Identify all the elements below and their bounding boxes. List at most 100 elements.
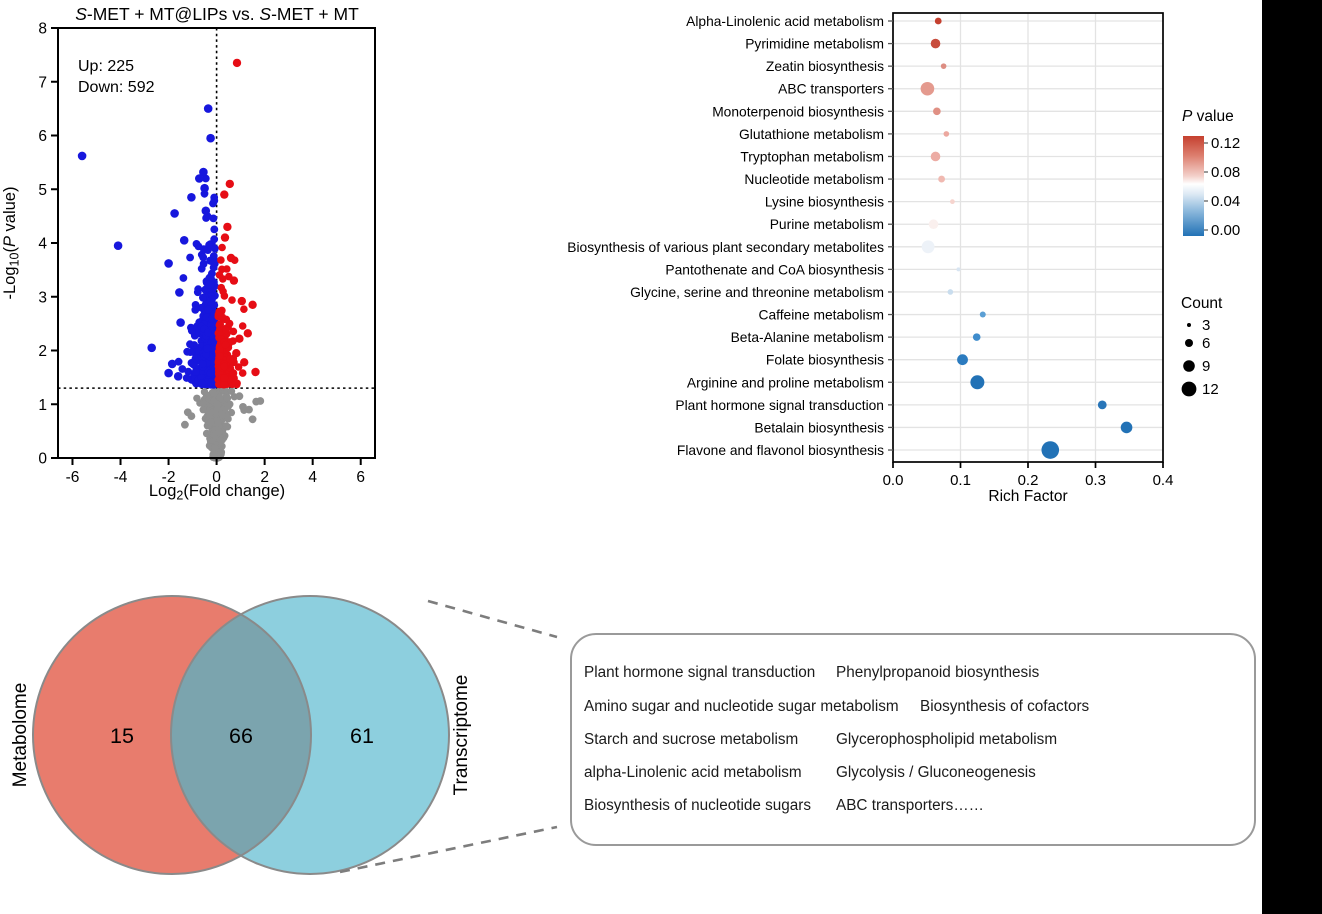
pathway-bubble <box>933 107 941 116</box>
down-point <box>198 360 207 368</box>
up-point <box>221 340 230 349</box>
down-point <box>205 273 214 282</box>
up-point <box>220 374 229 382</box>
up-point <box>215 271 224 279</box>
pvalue-colorbar <box>1183 136 1204 236</box>
pathway-bubble <box>1041 441 1060 459</box>
bubble-x-tick-label: 0.2 <box>1018 472 1039 489</box>
up-point <box>222 326 230 335</box>
down-point <box>179 236 189 245</box>
down-point <box>203 344 212 353</box>
volcano-x-axis-label: Log2(Fold change) <box>149 482 285 503</box>
x-tick-label: -6 <box>66 469 80 486</box>
up-point <box>226 355 234 364</box>
up-point <box>251 367 260 377</box>
bubble-x-axis-label: Rich Factor <box>988 488 1067 505</box>
x-tick-label: 6 <box>356 469 365 486</box>
bubble-plot: Alpha-Linolenic acid metabolism Pyrimidin… <box>567 12 1240 505</box>
count-legend-dot <box>1183 360 1195 372</box>
up-point <box>229 276 239 285</box>
ns-point <box>187 412 196 420</box>
down-point <box>199 293 207 302</box>
pathway-item: Biosynthesis of cofactors <box>920 698 1090 715</box>
y-tick-label: 0 <box>38 451 47 468</box>
down-point <box>179 274 188 282</box>
up-point <box>237 296 246 306</box>
black-sidebar <box>1262 0 1322 914</box>
x-tick-label: 0 <box>212 469 221 486</box>
down-point <box>209 258 218 267</box>
up-point <box>219 287 227 296</box>
pvalue-legend-title: P value <box>1182 108 1234 125</box>
down-point <box>173 372 183 381</box>
bubble-x-tick-label: 0.4 <box>1153 472 1174 489</box>
up-point <box>218 243 226 252</box>
connector-dashed-line-top <box>427 599 558 639</box>
pathway-bubble <box>950 199 955 205</box>
volcano-plot: S-MET + MT@LIPs vs. S-MET + MT 0 1 2 3 4 5 6 7 8… <box>1 4 376 503</box>
volcano-y-axis-label: -Log10(P value) <box>1 187 22 300</box>
pathway-label: ABC transporters <box>778 82 884 97</box>
up-point <box>216 352 224 360</box>
y-tick-label: 7 <box>38 74 47 91</box>
pathway-item: Biosynthesis of nucleotide sugars <box>584 797 812 814</box>
down-point <box>201 174 210 183</box>
pathway-label: Alpha-Linolenic acid metabolism <box>686 14 884 29</box>
up-point <box>229 369 238 377</box>
down-point <box>186 348 195 356</box>
pathway-bubble <box>938 175 945 183</box>
pathway-label: Glutathione metabolism <box>739 127 884 142</box>
up-point <box>220 233 230 242</box>
pathway-label: Arginine and proline metabolism <box>687 375 884 390</box>
up-point <box>226 253 236 263</box>
down-point <box>210 235 219 244</box>
count-legend-dot <box>1185 339 1193 347</box>
x-tick-label: 2 <box>260 469 269 486</box>
up-count-label: Up: 225 <box>78 58 134 75</box>
pathway-bubble <box>957 354 968 366</box>
pathway-bubble <box>940 63 947 69</box>
pathway-label: Biosynthesis of various plant secondary … <box>567 240 884 255</box>
ns-point <box>200 388 209 396</box>
pathway-item: ABC transporters…… <box>836 797 984 814</box>
ns-point <box>206 418 215 427</box>
volcano-title: S-MET + MT@LIPs vs. S-MET + MT <box>75 4 359 24</box>
pathway-label: Betalain biosynthesis <box>754 420 884 435</box>
down-point <box>191 354 200 363</box>
x-tick-label: 4 <box>308 469 317 486</box>
ns-point <box>199 406 207 414</box>
down-point <box>199 260 208 268</box>
transcriptome-label: Transcriptome <box>451 675 472 796</box>
ns-point <box>210 449 218 458</box>
up-point <box>228 296 236 304</box>
pathway-label: Folate biosynthesis <box>766 353 884 368</box>
down-point <box>192 240 201 248</box>
down-point <box>203 104 213 113</box>
colorbar-tick-label: 0.00 <box>1211 222 1240 239</box>
y-tick-label: 3 <box>38 289 47 306</box>
up-point <box>218 313 227 322</box>
down-point <box>175 288 184 297</box>
down-point <box>167 359 177 369</box>
down-point <box>199 167 208 177</box>
up-point <box>229 327 238 336</box>
connector-dashed-line-bottom <box>339 825 558 874</box>
pathway-label: Purine metabolism <box>770 217 884 232</box>
y-tick-label: 5 <box>38 182 47 199</box>
pathway-list-row: Plant hormone signal transduction Phenylp… <box>578 662 1248 684</box>
down-point <box>206 369 215 378</box>
pathway-bubble <box>921 240 935 254</box>
venn-overlap-count: 66 <box>229 724 253 748</box>
down-point <box>147 343 156 353</box>
pathway-bubble <box>970 375 985 390</box>
ns-point <box>224 402 233 410</box>
up-point <box>223 222 232 232</box>
colorbar-tick-label: 0.08 <box>1211 164 1240 181</box>
down-point <box>210 193 219 202</box>
metabolome-only-count: 15 <box>110 724 134 748</box>
down-count-label: Down: 592 <box>78 79 155 96</box>
pathway-bubble <box>920 81 935 96</box>
down-point <box>205 241 214 249</box>
count-legend-label: 12 <box>1202 381 1219 398</box>
up-point <box>248 300 257 309</box>
